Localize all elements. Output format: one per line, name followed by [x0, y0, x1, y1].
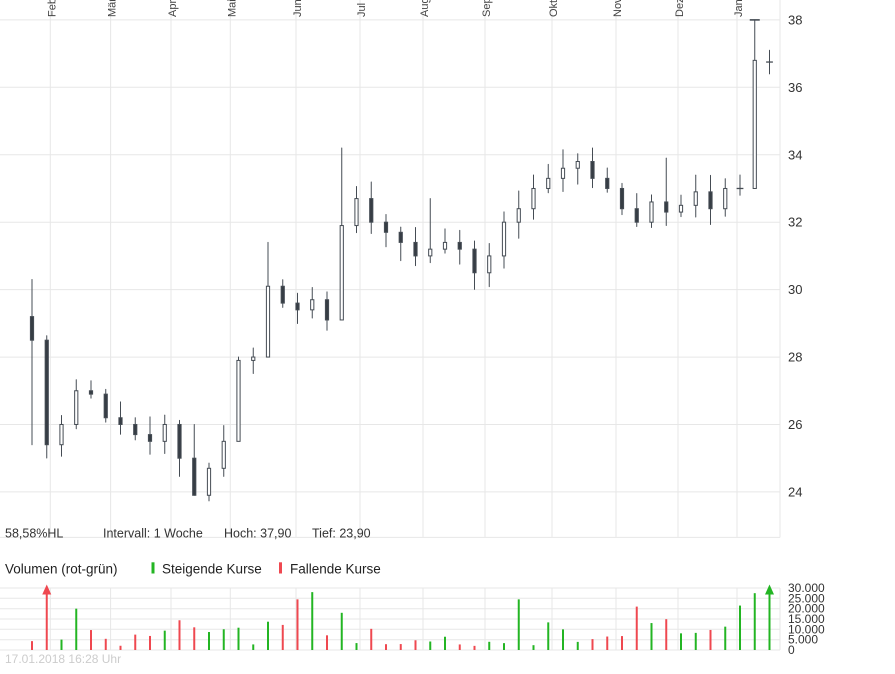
svg-text:Intervall: 1 Woche: Intervall: 1 Woche [103, 527, 203, 541]
svg-text:Nov: Nov [612, 0, 624, 17]
svg-text:Apr: Apr [167, 0, 179, 17]
svg-text:Jan: Jan [733, 0, 745, 17]
svg-text:Mai: Mai [226, 0, 238, 17]
svg-text:Sep: Sep [481, 0, 493, 17]
svg-text:58,58%HL: 58,58%HL [5, 527, 63, 541]
svg-text:Okt: Okt [548, 0, 560, 17]
svg-text:34: 34 [788, 147, 802, 162]
svg-text:26: 26 [788, 417, 802, 432]
svg-text:28: 28 [788, 350, 802, 365]
svg-text:Tief: 23,90: Tief: 23,90 [312, 527, 371, 541]
svg-text:Aug: Aug [419, 0, 431, 17]
svg-text:Feb: Feb [46, 0, 58, 17]
svg-text:Jun: Jun [292, 0, 304, 17]
svg-text:38: 38 [788, 12, 802, 27]
svg-text:Steigende Kurse: Steigende Kurse [162, 562, 262, 577]
svg-text:30.000: 30.000 [788, 581, 825, 595]
svg-text:Jul: Jul [356, 3, 368, 17]
svg-text:32: 32 [788, 215, 802, 230]
svg-text:Dez: Dez [674, 0, 686, 17]
svg-text:Hoch: 37,90: Hoch: 37,90 [224, 527, 291, 541]
svg-text:17.01.2018 16:28 Uhr: 17.01.2018 16:28 Uhr [5, 652, 121, 666]
svg-text:24: 24 [788, 484, 802, 499]
svg-text:Mär: Mär [107, 0, 119, 17]
svg-text:Fallende Kurse: Fallende Kurse [290, 562, 381, 577]
svg-text:Volumen (rot-grün): Volumen (rot-grün) [5, 562, 118, 577]
svg-text:36: 36 [788, 80, 802, 95]
svg-text:30: 30 [788, 282, 802, 297]
